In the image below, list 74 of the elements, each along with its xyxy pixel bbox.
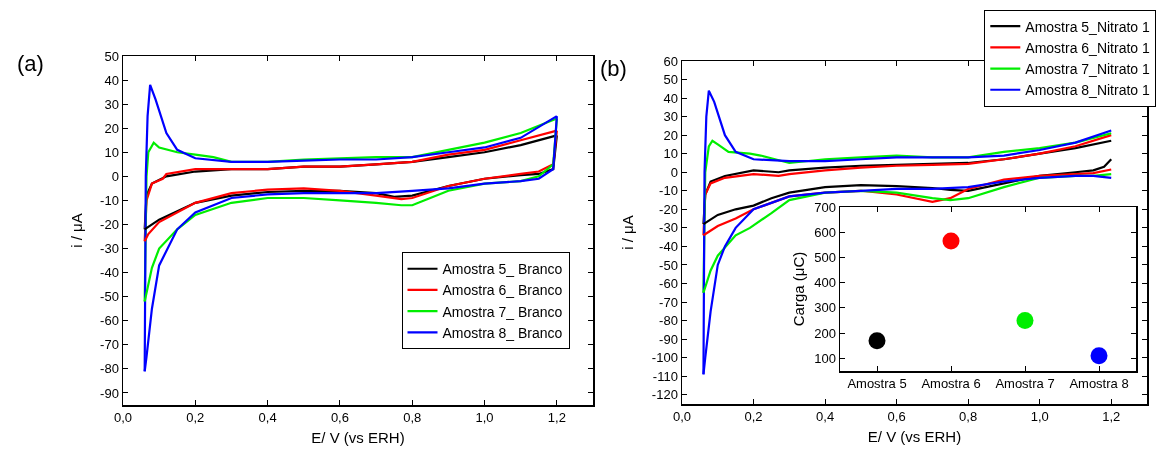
y-tick-label: -60 (659, 276, 678, 292)
legend-label: Amostra 5_Nitrato 1 (1025, 18, 1151, 35)
y-tick-label: 0 (670, 164, 678, 180)
x-tick-label: 1,2 (547, 410, 566, 426)
x-axis-title: E/ V (vs ERH) (311, 428, 405, 446)
y-tick-label: -120 (651, 387, 678, 403)
y-tick-label: -110 (652, 368, 678, 384)
text: (a) (17, 51, 44, 76)
y-tick-label: -80 (659, 313, 678, 329)
x-tick-label: 0,2 (186, 410, 205, 426)
legend-label: Amostra 5_ Branco (442, 261, 563, 278)
x-tick-label: Amostra 5 (847, 376, 907, 392)
y-tick-label: 300 (814, 300, 836, 316)
y-tick-label: -50 (659, 257, 678, 273)
y-tick-label: -40 (100, 265, 119, 281)
x-tick-label: 0,8 (403, 410, 422, 426)
y-tick-label: -90 (659, 331, 678, 347)
x-tick-label: 0,4 (816, 409, 835, 425)
x-tick-label: Amostra 7 (995, 376, 1055, 392)
y-tick-label: -40 (659, 238, 678, 254)
x-axis-title: E/ V (vs ERH) (867, 427, 962, 445)
y-axis-title: i / μA (67, 213, 85, 248)
x-tick-label: 0,0 (113, 410, 133, 426)
y-tick-label: 40 (663, 90, 678, 106)
y-tick-label: -20 (659, 201, 678, 217)
x-tick-label: Amostra 6 (921, 376, 981, 392)
y-tick-label: 100 (814, 350, 836, 366)
legend-label: Amostra 7_Nitrato 1 (1025, 61, 1151, 78)
text: (b) (600, 56, 627, 81)
x-tick-label: 0,4 (258, 410, 277, 426)
y-tick-label: 0 (111, 168, 119, 184)
y-tick-label: 10 (104, 144, 119, 160)
y-tick-label: 10 (663, 146, 678, 162)
y-tick-label: 400 (814, 275, 836, 291)
legend-label: Amostra 6_Nitrato 1 (1025, 39, 1151, 56)
y-tick-label: -30 (659, 220, 678, 236)
y-tick-label: 600 (814, 224, 836, 240)
y-tick-label: -90 (100, 385, 119, 401)
y-tick-label: 30 (663, 109, 678, 125)
y-tick-label: 50 (104, 48, 119, 64)
x-tick-label: 0,0 (672, 409, 692, 425)
y-tick-label: -30 (100, 241, 119, 257)
y-axis-title: Carga (μC) (789, 251, 807, 327)
y-tick-label: 700 (814, 199, 836, 215)
legend-label: Amostra 8_Nitrato 1 (1025, 82, 1151, 99)
y-axis-title: i / μA (619, 215, 637, 250)
y-tick-label: 20 (104, 120, 119, 136)
x-tick-label: 0,6 (887, 409, 906, 425)
y-tick-label: 40 (104, 72, 119, 88)
x-tick-label: 1,2 (1102, 409, 1121, 425)
x-tick-label: 0,8 (959, 409, 978, 425)
legend-label: Amostra 8_ Branco (442, 324, 563, 341)
y-tick-label: -10 (100, 192, 119, 208)
y-tick-label: -20 (100, 217, 119, 233)
x-tick-label: 0,2 (744, 409, 763, 425)
y-tick-label: -100 (651, 350, 678, 366)
x-tick-label: 1,0 (1030, 409, 1049, 425)
y-tick-label: 20 (663, 127, 678, 143)
x-tick-label: 1,0 (475, 410, 494, 426)
y-tick-label: 50 (663, 72, 678, 88)
x-tick-label: 0,6 (330, 410, 349, 426)
y-tick-label: 500 (814, 250, 836, 266)
y-tick-label: -60 (100, 313, 119, 329)
y-tick-label: 30 (104, 96, 119, 112)
legend-label: Amostra 7_ Branco (442, 303, 563, 320)
y-tick-label: -10 (659, 183, 678, 199)
legend-label: Amostra 6_ Branco (442, 282, 563, 299)
y-tick-label: -70 (100, 337, 119, 353)
y-tick-label: 200 (814, 325, 836, 341)
y-tick-label: -50 (100, 289, 119, 305)
y-tick-label: -80 (100, 361, 119, 377)
y-tick-label: -70 (659, 294, 678, 310)
y-tick-label: 60 (663, 53, 678, 69)
x-tick-label: Amostra 8 (1069, 376, 1129, 392)
